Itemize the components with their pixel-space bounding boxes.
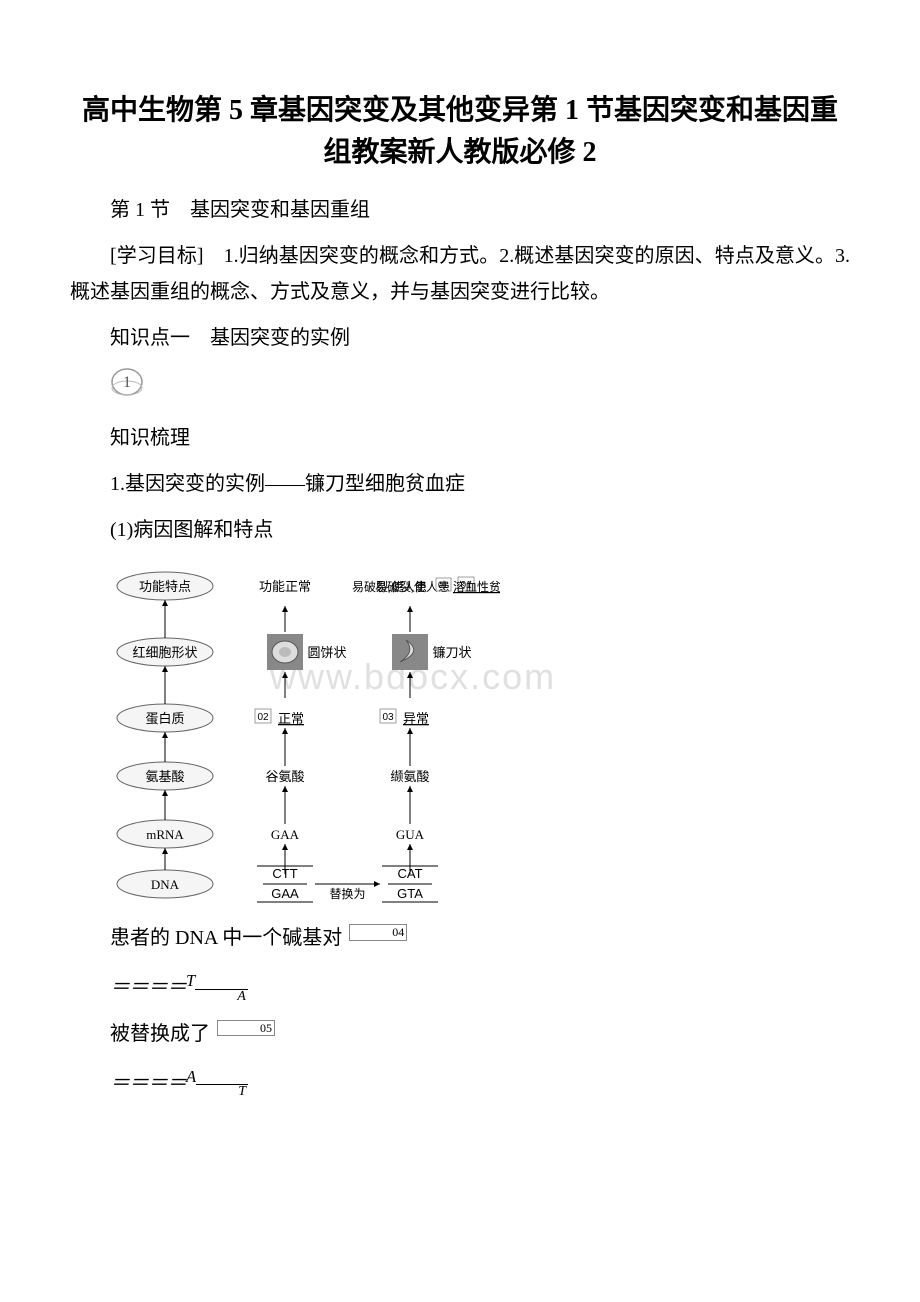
svg-text:GAA: GAA <box>271 886 299 901</box>
svg-text:01: 01 <box>438 580 448 590</box>
svg-text:镰刀状: 镰刀状 <box>432 645 471 660</box>
svg-text:圆饼状: 圆饼状 <box>307 645 346 660</box>
main-title: 高中生物第 5 章基因突变及其他变异第 1 节基因突变和基因重组教案新人教版必修… <box>70 90 850 174</box>
knowledge-comb-heading: 知识梳理 <box>70 420 850 456</box>
equals-2: ＝＝＝＝ <box>110 1072 186 1094</box>
flow-diagram: 功能特点红细胞形状蛋白质氨基酸 mRNA DNA 功能正常 易破裂,使人患 01 圆饼状 镰刀… <box>110 558 850 908</box>
circled-number-icon: 1 <box>110 366 144 398</box>
formula-1-bottom: A <box>195 990 248 1004</box>
formula-2-bottom: T <box>196 1085 248 1099</box>
equals-1: ＝＝＝＝ <box>110 977 186 999</box>
box-04: 04 <box>349 924 407 940</box>
learning-objectives: [学习目标] 1.归纳基因突变的概念和方式。2.概述基因突变的原因、特点及意义。… <box>70 238 850 310</box>
formula-1-top: T <box>186 971 195 990</box>
patient-text-2: 被替换成了 05 <box>70 1016 850 1052</box>
svg-text:正常: 正常 <box>278 711 304 726</box>
formula-1: ＝＝＝＝T A <box>70 966 850 1006</box>
svg-text:溶血性贫血: 溶血性贫血 <box>453 579 500 594</box>
patient-text-2-label: 被替换成了 <box>110 1023 210 1045</box>
svg-text:1: 1 <box>123 374 131 391</box>
patient-text-1: 患者的 DNA 中一个碱基对 04 <box>70 920 850 956</box>
svg-text:缬氨酸: 缬氨酸 <box>390 769 429 784</box>
formula-2: ＝＝＝＝A T <box>70 1062 850 1102</box>
formula-2-top: A <box>186 1067 196 1086</box>
svg-text:功能特点: 功能特点 <box>139 579 191 594</box>
svg-text:蛋白质: 蛋白质 <box>145 711 184 726</box>
svg-text:红细胞形状: 红细胞形状 <box>132 645 197 660</box>
svg-text:mRNA: mRNA <box>146 827 184 842</box>
patient-text-1-label: 患者的 DNA 中一个碱基对 <box>110 927 342 949</box>
svg-text:02: 02 <box>257 712 269 723</box>
box-05: 05 <box>217 1020 275 1036</box>
svg-text:异常: 异常 <box>403 711 429 726</box>
svg-text:功能正常: 功能正常 <box>259 579 311 594</box>
cause-heading: (1)病因图解和特点 <box>70 512 850 548</box>
svg-text:氨基酸: 氨基酸 <box>145 769 184 784</box>
svg-text:GAA: GAA <box>271 827 300 842</box>
section-title: 第 1 节 基因突变和基因重组 <box>70 192 850 228</box>
svg-text:GUA: GUA <box>396 827 425 842</box>
svg-text:03: 03 <box>382 712 394 723</box>
svg-text:GTA: GTA <box>397 886 423 901</box>
svg-text:DNA: DNA <box>151 877 180 892</box>
svg-text:易破裂,使人患: 易破裂,使人患 <box>352 579 427 594</box>
example-heading: 1.基因突变的实例——镰刀型细胞贫血症 <box>70 466 850 502</box>
svg-text:谷氨酸: 谷氨酸 <box>265 769 304 784</box>
svg-text:替换为: 替换为 <box>329 887 365 901</box>
knowledge-point-heading: 知识点一 基因突变的实例 <box>70 320 850 356</box>
